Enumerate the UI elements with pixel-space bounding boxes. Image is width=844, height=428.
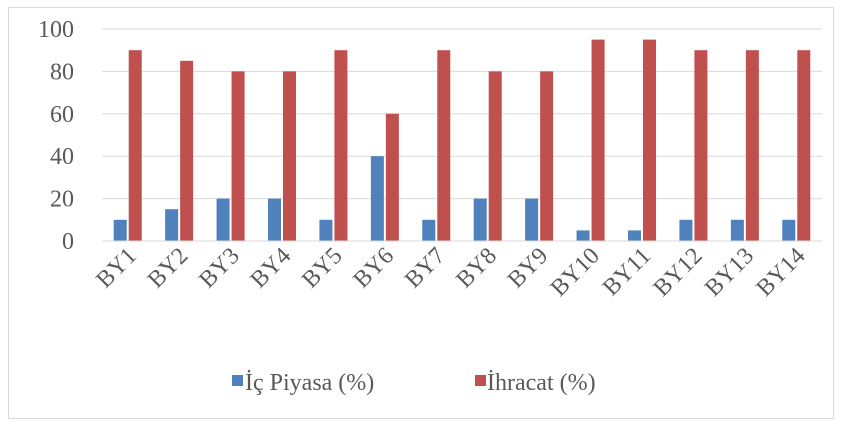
x-tick-label: BY13 [700, 243, 759, 302]
x-tick-label: BY5 [297, 243, 347, 293]
bar [319, 219, 333, 241]
y-tick-label: 60 [50, 102, 74, 128]
x-tick-label: BY6 [349, 243, 399, 293]
x-tick-label: BY10 [546, 243, 605, 302]
bar [422, 219, 436, 241]
bar [628, 230, 641, 241]
x-tick-label: BY9 [503, 243, 553, 293]
bar [730, 219, 744, 241]
legend-label: İhracat (%) [487, 370, 596, 396]
x-tick-label: BY11 [598, 243, 656, 301]
x-tick-label: BY14 [752, 243, 811, 302]
y-tick-label: 80 [50, 59, 74, 85]
x-tick-label: BY2 [143, 243, 193, 293]
x-axis-ticks: BY1 BY2 BY3 BY4 BY5 BY6 BY7 BY8 BY9BY10BY11BY12B… [92, 243, 811, 302]
bar [540, 71, 554, 242]
bars [113, 39, 811, 242]
bar [643, 39, 656, 241]
legend-swatch [475, 375, 486, 386]
bar [473, 198, 487, 241]
bar [576, 230, 590, 241]
bar [370, 156, 384, 241]
bar [488, 71, 502, 242]
y-tick-label: 100 [38, 17, 74, 43]
bar [216, 198, 230, 241]
y-tick-label: 40 [50, 144, 74, 170]
bar [437, 50, 451, 242]
x-tick-label: BY7 [400, 243, 450, 293]
bar [679, 219, 693, 241]
bar [694, 50, 708, 242]
x-tick-label: BY8 [452, 243, 502, 293]
bar [231, 71, 245, 242]
bar [283, 71, 296, 242]
bar [797, 50, 811, 242]
bar [128, 50, 142, 242]
gridlines [102, 28, 822, 200]
bar [782, 219, 796, 241]
bar [113, 219, 127, 241]
legend-label: İç Piyasa (%) [245, 370, 374, 396]
legend-swatch [232, 375, 243, 386]
y-axis-ticks: 0 20 40 60 80 100 [38, 17, 74, 255]
bar [165, 209, 179, 241]
bar [268, 198, 281, 241]
x-tick-label: BY12 [649, 243, 708, 302]
x-tick-label: BY4 [246, 243, 296, 293]
bar [525, 198, 539, 241]
x-tick-label: BY3 [194, 243, 244, 293]
bar [591, 39, 605, 241]
bar [180, 60, 194, 241]
bar [334, 50, 348, 242]
bar [745, 50, 759, 242]
x-tick-label: BY1 [92, 243, 142, 293]
legend: İç Piyasa (%) İhracat (%) [232, 370, 596, 396]
y-tick-label: 0 [62, 229, 74, 255]
bar [385, 113, 399, 241]
y-tick-label: 20 [50, 187, 74, 213]
